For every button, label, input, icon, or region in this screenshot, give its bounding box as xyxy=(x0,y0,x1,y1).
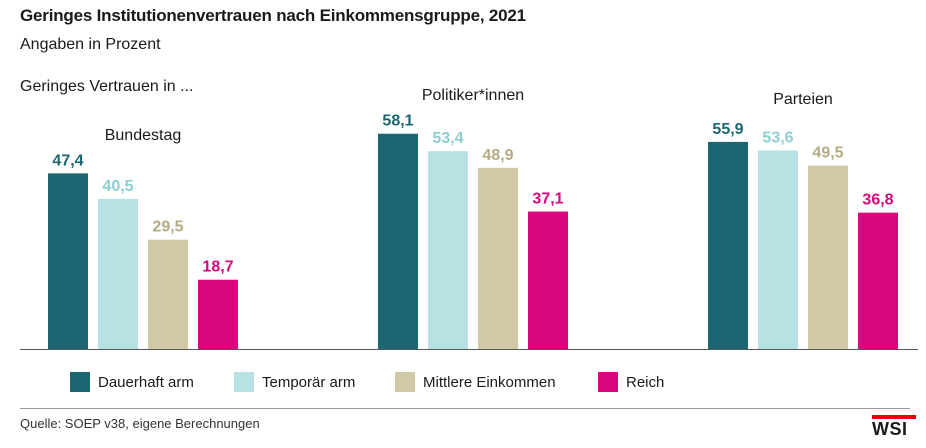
bar xyxy=(528,211,568,349)
bar xyxy=(478,167,518,349)
legend-swatch xyxy=(395,372,415,392)
category-label: Politiker*innen xyxy=(422,87,524,104)
legend-item-temporaer-arm: Temporär arm xyxy=(234,372,355,392)
bar xyxy=(48,173,88,349)
bar-value-label: 53,6 xyxy=(762,129,793,146)
bar-chart: Bundestag 47,4 40,5 29,5 18,7 Politiker*innen… xyxy=(20,87,918,350)
category-prefix-label: Geringes Vertrauen in ... xyxy=(20,78,194,95)
legend-item-dauerhaft-arm: Dauerhaft arm xyxy=(70,372,194,392)
bar-value-label: 48,9 xyxy=(482,147,513,164)
legend-swatch xyxy=(598,372,618,392)
legend-swatch xyxy=(234,372,254,392)
bar xyxy=(708,141,748,349)
bar xyxy=(428,151,468,349)
bar-value-label: 55,9 xyxy=(712,121,743,138)
bar-value-label: 29,5 xyxy=(152,219,183,236)
bar xyxy=(758,150,798,349)
bar xyxy=(808,165,848,349)
bar xyxy=(858,212,898,349)
legend-item-reich: Reich xyxy=(598,372,664,392)
bar-value-label: 40,5 xyxy=(102,178,133,195)
source-note: Quelle: SOEP v38, eigene Berechnungen xyxy=(20,416,260,431)
legend-label: Mittlere Einkommen xyxy=(423,373,556,391)
bar-value-label: 58,1 xyxy=(382,113,413,130)
bar-value-label: 37,1 xyxy=(532,191,563,208)
bar-value-label: 18,7 xyxy=(202,259,233,276)
bar xyxy=(198,279,238,349)
legend-swatch xyxy=(70,372,90,392)
legend-label: Temporär arm xyxy=(262,373,356,391)
chart-title: Geringes Institutionenvertrauen nach Ein… xyxy=(20,6,526,25)
category-label: Parteien xyxy=(773,91,833,108)
bar-value-label: 47,4 xyxy=(52,152,83,169)
bar xyxy=(378,133,418,349)
footer-divider xyxy=(20,408,910,409)
legend-item-mittlere-einkommen: Mittlere Einkommen xyxy=(395,372,556,392)
logo-bar xyxy=(872,415,916,419)
bar-value-label: 36,8 xyxy=(862,192,893,209)
wsi-logo: WSI xyxy=(872,415,916,441)
bar-value-label: 53,4 xyxy=(432,130,463,147)
chart-subtitle: Angaben in Prozent xyxy=(20,36,161,53)
legend-label: Dauerhaft arm xyxy=(98,373,194,391)
category-label: Bundestag xyxy=(105,127,182,144)
logo-text: WSI xyxy=(872,419,908,439)
bar xyxy=(148,239,188,349)
bar-value-label: 49,5 xyxy=(812,145,843,162)
bar xyxy=(98,198,138,349)
legend-label: Reich xyxy=(626,373,665,391)
